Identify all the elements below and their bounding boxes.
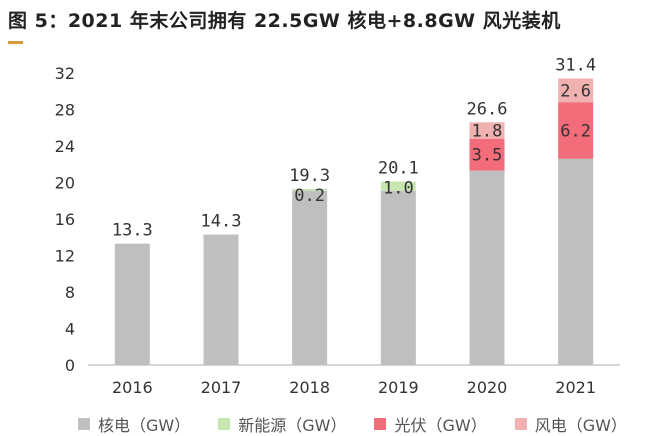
segment-label-2020: 3.5 bbox=[472, 146, 503, 166]
legend-item: 新能源（GW） bbox=[218, 412, 346, 436]
bar-segment-2019-s1 bbox=[380, 181, 416, 191]
x-axis: 2016 2017 2018 2019 2020 2021 bbox=[112, 378, 596, 397]
x-tick-label: 2016 bbox=[112, 378, 153, 397]
y-tick-label: 28 bbox=[55, 101, 75, 120]
y-tick-label: 0 bbox=[65, 356, 75, 375]
segment-label-2021: 2.6 bbox=[560, 81, 591, 101]
legend-item: 光伏（GW） bbox=[374, 412, 487, 436]
y-tick-label: 8 bbox=[65, 283, 75, 302]
y-tick-label: 20 bbox=[55, 174, 75, 193]
figure-title: 图 5：2021 年末公司拥有 22.5GW 核电+8.8GW 风光装机 bbox=[8, 10, 561, 32]
total-label-2019: 20.1 bbox=[378, 159, 419, 179]
total-label-2021: 31.4 bbox=[555, 55, 596, 75]
data-labels-group: 13.3 14.3 19.3 20.1 26.6 31.4 0.2 1.0 3.5 1.8 6.2 2… bbox=[112, 55, 596, 240]
total-label-2016: 13.3 bbox=[112, 221, 153, 241]
segment-label-2018: 0.2 bbox=[294, 186, 325, 206]
legend-label: 新能源（GW） bbox=[238, 416, 347, 435]
bar-segment-2021-s2 bbox=[558, 102, 594, 159]
segment-label-2021: 6.2 bbox=[560, 121, 591, 141]
x-tick-label: 2021 bbox=[555, 378, 596, 397]
legend-label: 光伏（GW） bbox=[394, 416, 487, 435]
legend-swatch bbox=[374, 418, 387, 430]
x-tick-label: 2018 bbox=[289, 378, 330, 397]
bar-segment-2021-s3 bbox=[558, 78, 594, 103]
bar-segment-2019-s0 bbox=[380, 190, 416, 365]
bar-segment-2018-s1 bbox=[292, 188, 328, 191]
bars-group bbox=[114, 78, 594, 365]
legend-label: 风电（GW） bbox=[534, 416, 627, 435]
y-tick-label: 24 bbox=[55, 137, 75, 156]
x-tick-label: 2017 bbox=[201, 378, 242, 397]
bar-segment-2020-s3 bbox=[469, 122, 505, 139]
y-tick-label: 4 bbox=[65, 320, 75, 339]
y-tick-label: 32 bbox=[55, 64, 75, 83]
bar-segment-2020-s2 bbox=[469, 138, 505, 171]
legend-label: 核电（GW） bbox=[98, 416, 191, 435]
y-tick-label: 12 bbox=[55, 247, 75, 266]
total-label-2018: 19.3 bbox=[289, 166, 330, 186]
segment-label-2020: 1.8 bbox=[472, 121, 503, 141]
legend-swatch bbox=[514, 418, 527, 430]
legend-item: 风电（GW） bbox=[514, 412, 627, 436]
y-axis: 0 4 8 12 16 20 24 28 32 bbox=[55, 64, 75, 375]
x-tick-label: 2020 bbox=[467, 378, 508, 397]
bar-segment-2018-s0 bbox=[292, 190, 328, 365]
legend-swatch bbox=[218, 418, 231, 430]
y-tick-label: 16 bbox=[55, 210, 75, 229]
legend-item: 核电（GW） bbox=[78, 412, 190, 436]
legend-swatch bbox=[78, 418, 90, 430]
bar-segment-2021-s0 bbox=[558, 158, 594, 365]
title-accent-mark bbox=[8, 41, 23, 44]
segment-label-2019: 1.0 bbox=[383, 179, 414, 199]
legend: 核电（GW） 新能源（GW） 光伏（GW） 风电（GW） bbox=[78, 412, 627, 436]
total-label-2017: 14.3 bbox=[201, 212, 242, 232]
bar-segment-2016-s0 bbox=[114, 243, 150, 365]
bar-segment-2017-s0 bbox=[203, 234, 239, 365]
bar-segment-2020-s0 bbox=[469, 170, 505, 365]
x-tick-label: 2019 bbox=[378, 378, 419, 397]
total-label-2020: 26.6 bbox=[467, 99, 508, 119]
